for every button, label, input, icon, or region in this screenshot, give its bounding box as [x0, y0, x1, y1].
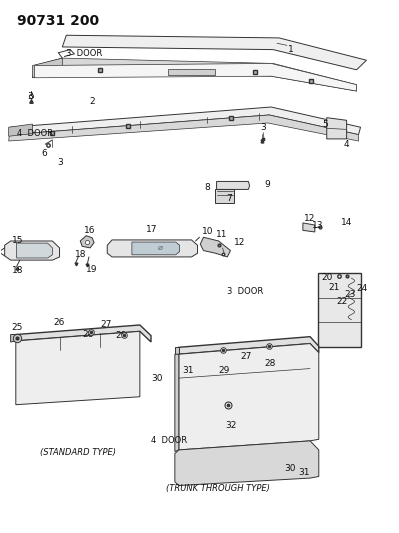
Text: 19: 19	[86, 265, 97, 273]
Text: 8: 8	[205, 183, 210, 192]
Text: 24: 24	[356, 284, 367, 293]
Text: 21: 21	[328, 283, 340, 292]
Text: 30: 30	[284, 464, 296, 473]
Text: 18: 18	[75, 251, 86, 260]
Text: 1: 1	[288, 45, 294, 54]
Polygon shape	[215, 189, 235, 203]
Text: 4: 4	[344, 140, 350, 149]
Text: 18: 18	[12, 266, 23, 275]
Text: 27: 27	[241, 352, 252, 361]
Text: 31: 31	[183, 366, 194, 375]
Text: 2: 2	[89, 97, 95, 106]
Polygon shape	[179, 337, 319, 354]
Polygon shape	[175, 441, 319, 486]
Polygon shape	[17, 243, 52, 258]
Text: 17: 17	[146, 225, 158, 234]
Polygon shape	[34, 63, 357, 91]
Text: 7: 7	[227, 194, 232, 203]
Text: 6: 6	[41, 149, 47, 158]
Text: 3: 3	[28, 92, 34, 101]
Polygon shape	[217, 181, 250, 189]
Text: 28: 28	[83, 329, 94, 338]
Polygon shape	[318, 273, 361, 348]
Text: Ø: Ø	[157, 246, 162, 251]
Text: 12: 12	[304, 214, 316, 223]
Text: 11: 11	[215, 230, 227, 239]
Polygon shape	[303, 223, 315, 232]
Text: (STANDARD TYPE): (STANDARD TYPE)	[40, 448, 117, 457]
Text: 23: 23	[344, 289, 356, 298]
Text: 28: 28	[265, 359, 276, 368]
Text: 16: 16	[85, 226, 96, 235]
Text: 9: 9	[264, 180, 270, 189]
Polygon shape	[10, 107, 361, 135]
Text: 30: 30	[151, 374, 162, 383]
Polygon shape	[175, 348, 179, 354]
Text: 15: 15	[12, 237, 23, 246]
Text: 20: 20	[321, 273, 332, 281]
Text: 31: 31	[298, 469, 309, 477]
Text: 27: 27	[101, 320, 112, 329]
Text: 14: 14	[341, 219, 352, 228]
Polygon shape	[80, 236, 94, 248]
Text: 26: 26	[54, 318, 65, 327]
Polygon shape	[327, 118, 347, 139]
Polygon shape	[62, 35, 367, 70]
Polygon shape	[5, 241, 59, 260]
Text: 4  DOOR: 4 DOOR	[17, 130, 53, 139]
Text: 13: 13	[312, 221, 324, 230]
Polygon shape	[132, 242, 180, 255]
Polygon shape	[175, 354, 179, 451]
Polygon shape	[11, 335, 16, 342]
Text: 90731 200: 90731 200	[17, 14, 99, 28]
Text: 3: 3	[57, 158, 63, 167]
Polygon shape	[32, 58, 357, 91]
Text: 3  DOOR: 3 DOOR	[227, 287, 263, 296]
Text: 3  DOOR: 3 DOOR	[66, 49, 103, 58]
Text: 4  DOOR: 4 DOOR	[151, 435, 187, 445]
Polygon shape	[179, 344, 319, 450]
Polygon shape	[16, 332, 140, 405]
Text: 22: 22	[336, 296, 348, 305]
Text: (TRUNK THROUGH TYPE): (TRUNK THROUGH TYPE)	[166, 484, 270, 494]
Polygon shape	[107, 240, 198, 257]
Text: 32: 32	[225, 422, 236, 431]
Polygon shape	[200, 237, 231, 257]
Polygon shape	[9, 115, 359, 141]
Text: 10: 10	[202, 228, 213, 237]
Text: 29: 29	[219, 366, 230, 375]
Polygon shape	[16, 325, 151, 342]
Text: 29: 29	[115, 331, 126, 340]
Text: 12: 12	[233, 238, 245, 247]
Polygon shape	[32, 58, 62, 78]
Text: 5: 5	[322, 119, 328, 128]
Text: 25: 25	[12, 323, 23, 332]
Polygon shape	[9, 124, 32, 136]
Polygon shape	[168, 69, 215, 75]
Text: 3: 3	[260, 123, 266, 132]
